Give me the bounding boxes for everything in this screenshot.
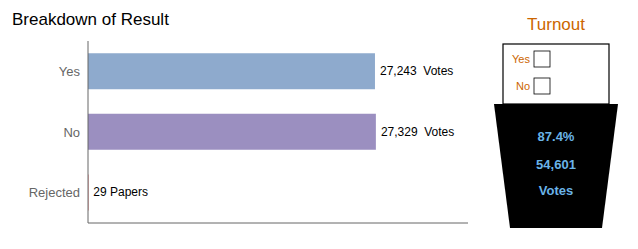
- svg-text:No: No: [63, 125, 80, 140]
- html-text:Breakdown of Result: Breakdown of Result: [12, 10, 169, 29]
- svg-text:29 Papers: 29 Papers: [93, 185, 148, 199]
- svg-text:Yes: Yes: [512, 53, 530, 65]
- svg-text:Yes: Yes: [59, 64, 81, 79]
- svg-text:87.4%: 87.4%: [538, 129, 575, 144]
- svg-text:27,329 Votes: 27,329 Votes: [381, 125, 454, 139]
- svg-text:Rejected: Rejected: [29, 185, 80, 200]
- svg-text:27,243 Votes: 27,243 Votes: [380, 64, 453, 78]
- svg-text:Turnout: Turnout: [527, 15, 585, 34]
- svg-text:Votes: Votes: [539, 183, 573, 198]
- svg-text:54,601: 54,601: [536, 157, 576, 172]
- svg-text:No: No: [516, 80, 530, 92]
